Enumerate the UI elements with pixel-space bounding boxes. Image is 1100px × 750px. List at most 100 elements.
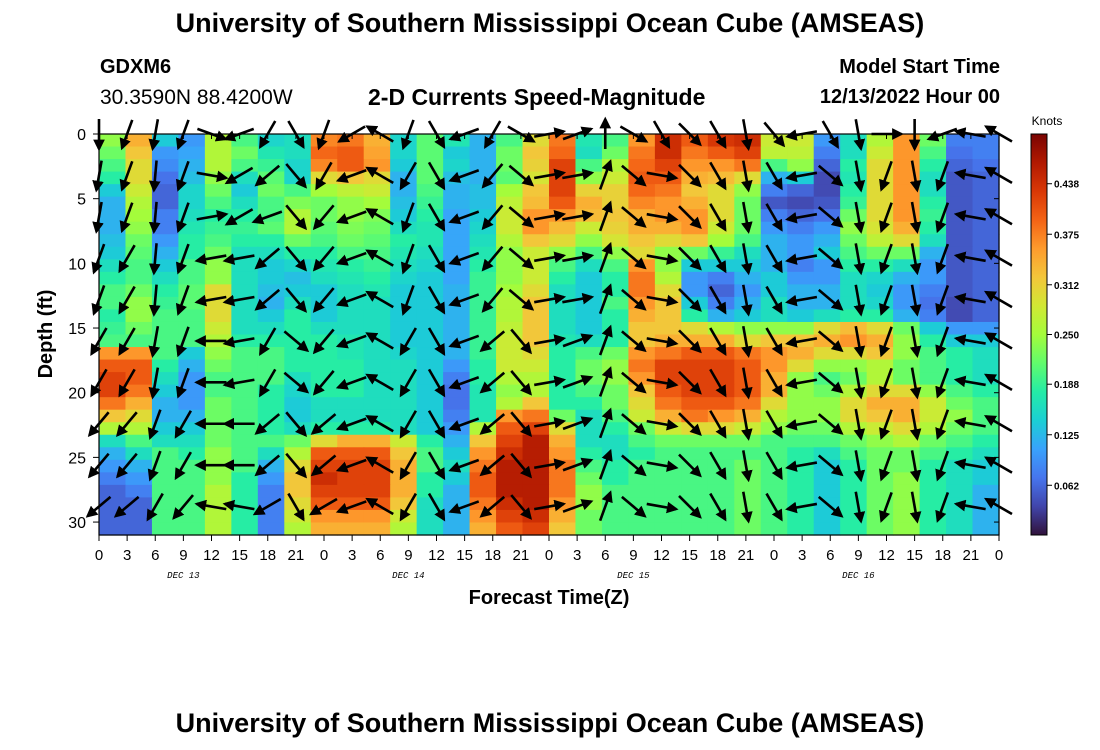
heatmap-cell xyxy=(628,359,656,373)
colorbar-tick-label: 0.250 xyxy=(1054,331,1079,342)
current-arrow xyxy=(765,492,783,522)
current-arrow xyxy=(222,499,255,512)
heatmap-cell xyxy=(813,347,841,361)
heatmap-cell xyxy=(337,159,365,173)
current-arrow xyxy=(427,368,446,398)
heatmap-cell xyxy=(337,472,365,486)
heatmap-cell xyxy=(416,234,444,248)
heatmap-cell xyxy=(337,447,365,461)
current-arrow xyxy=(312,287,335,313)
heatmap-cell xyxy=(151,472,180,486)
current-arrow xyxy=(562,457,594,472)
current-arrow xyxy=(113,495,140,518)
heatmap-cell xyxy=(496,459,524,473)
current-arrow xyxy=(909,450,922,483)
heatmap-cell xyxy=(443,509,471,524)
heatmap-cell xyxy=(363,159,391,173)
heatmap-cell xyxy=(946,159,974,173)
current-arrow xyxy=(222,336,255,348)
current-arrow xyxy=(481,245,504,272)
heatmap-cell xyxy=(125,434,153,448)
current-arrow xyxy=(853,325,866,359)
current-arrow xyxy=(175,285,190,316)
current-arrow xyxy=(172,494,195,520)
heatmap-cell xyxy=(496,484,524,499)
heatmap-cell xyxy=(310,347,338,361)
heatmap-cell xyxy=(125,134,153,148)
heatmap-cell xyxy=(416,434,444,448)
y-tick-label: 15 xyxy=(68,321,86,338)
heatmap-cell xyxy=(204,146,232,160)
heatmap-cell xyxy=(840,509,868,524)
current-arrow xyxy=(365,456,394,474)
heatmap-cell xyxy=(972,321,1000,336)
current-arrow xyxy=(741,160,753,193)
heatmap-cell xyxy=(601,171,630,185)
colorbar-tick-label: 0.375 xyxy=(1054,230,1079,241)
heatmap-cell xyxy=(443,372,471,386)
heatmap-cell xyxy=(125,209,153,223)
current-arrow xyxy=(853,284,866,317)
current-arrow xyxy=(147,409,162,441)
heatmap-cell xyxy=(284,397,312,411)
current-arrow xyxy=(785,501,818,514)
current-arrow xyxy=(481,163,504,189)
heatmap-cell xyxy=(231,184,259,198)
heatmap-cell xyxy=(654,146,682,160)
current-arrow xyxy=(534,168,567,181)
current-arrow xyxy=(481,204,504,231)
heatmap-cell xyxy=(231,509,259,524)
current-arrow xyxy=(598,490,613,522)
current-arrow xyxy=(365,497,394,516)
heatmap-cell xyxy=(866,296,894,311)
heatmap-cell xyxy=(231,146,259,160)
heatmap-cell xyxy=(99,372,127,386)
current-arrow xyxy=(709,492,727,522)
current-arrow xyxy=(335,293,367,308)
heatmap-cell xyxy=(363,522,391,536)
heatmap-cell xyxy=(866,459,894,473)
heatmap-cell xyxy=(946,422,974,436)
heatmap-cell xyxy=(734,484,762,499)
x-tick-label: 21 xyxy=(513,547,530,564)
heatmap-cell xyxy=(99,271,127,285)
heatmap-cell xyxy=(363,221,391,235)
heatmap-cell xyxy=(840,296,868,311)
heatmap-cell xyxy=(390,372,418,386)
current-arrow xyxy=(283,371,310,394)
heatmap-cell xyxy=(840,397,868,411)
current-arrow xyxy=(148,201,161,235)
current-arrow xyxy=(118,244,136,274)
heatmap-cell xyxy=(99,309,127,323)
heatmap-cell xyxy=(469,246,497,260)
heatmap-cell xyxy=(575,497,603,511)
heatmap-cell xyxy=(443,459,471,473)
heatmap-cell xyxy=(628,196,656,210)
heatmap-cell xyxy=(866,484,894,499)
heatmap-cell xyxy=(813,447,841,461)
heatmap-cell xyxy=(522,234,550,248)
heatmap-cell xyxy=(151,159,180,173)
current-arrow xyxy=(175,202,190,234)
colorbar-tick-label: 0.188 xyxy=(1054,380,1079,391)
heatmap-cell xyxy=(257,509,285,524)
x-tick-label: 18 xyxy=(259,547,276,564)
current-arrow xyxy=(562,374,594,389)
heatmap-cell xyxy=(972,434,1000,448)
current-arrow xyxy=(853,491,866,524)
heatmap-cell xyxy=(972,522,1000,536)
current-arrow xyxy=(562,499,594,513)
heatmap-cell xyxy=(707,321,735,336)
current-arrow xyxy=(399,492,418,522)
heatmap-cell xyxy=(575,284,603,298)
heatmap-cell xyxy=(204,347,232,361)
heatmap-cell xyxy=(390,184,418,198)
heatmap-cell xyxy=(654,509,682,524)
current-arrow xyxy=(315,161,333,191)
heatmap-cell xyxy=(178,184,206,198)
current-arrow xyxy=(312,370,335,396)
heatmap-cell xyxy=(151,196,180,210)
heatmap-cell xyxy=(919,447,947,461)
x-tick-label: 0 xyxy=(545,547,553,564)
heatmap-cell xyxy=(125,171,153,185)
